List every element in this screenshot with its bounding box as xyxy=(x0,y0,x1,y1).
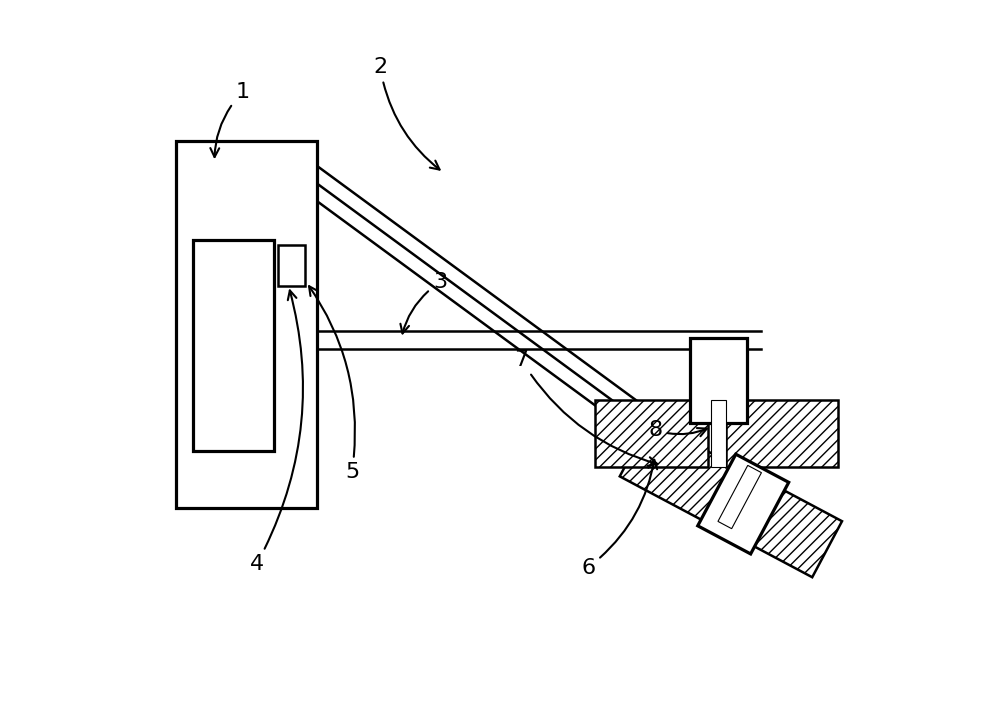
Text: 6: 6 xyxy=(581,460,657,577)
Text: 2: 2 xyxy=(373,57,440,170)
Polygon shape xyxy=(722,473,842,577)
Polygon shape xyxy=(726,400,838,467)
Polygon shape xyxy=(718,465,761,529)
Polygon shape xyxy=(620,420,740,525)
Polygon shape xyxy=(698,454,789,554)
Polygon shape xyxy=(711,400,726,467)
Text: 5: 5 xyxy=(309,286,359,482)
Polygon shape xyxy=(690,338,747,423)
Text: 1: 1 xyxy=(210,82,250,157)
Bar xyxy=(193,240,274,451)
Polygon shape xyxy=(595,400,708,467)
Bar xyxy=(176,141,317,508)
Text: 4: 4 xyxy=(250,290,303,574)
Text: 7: 7 xyxy=(514,350,657,466)
Text: 8: 8 xyxy=(648,420,707,440)
Bar xyxy=(278,245,305,286)
Text: 3: 3 xyxy=(400,272,447,333)
